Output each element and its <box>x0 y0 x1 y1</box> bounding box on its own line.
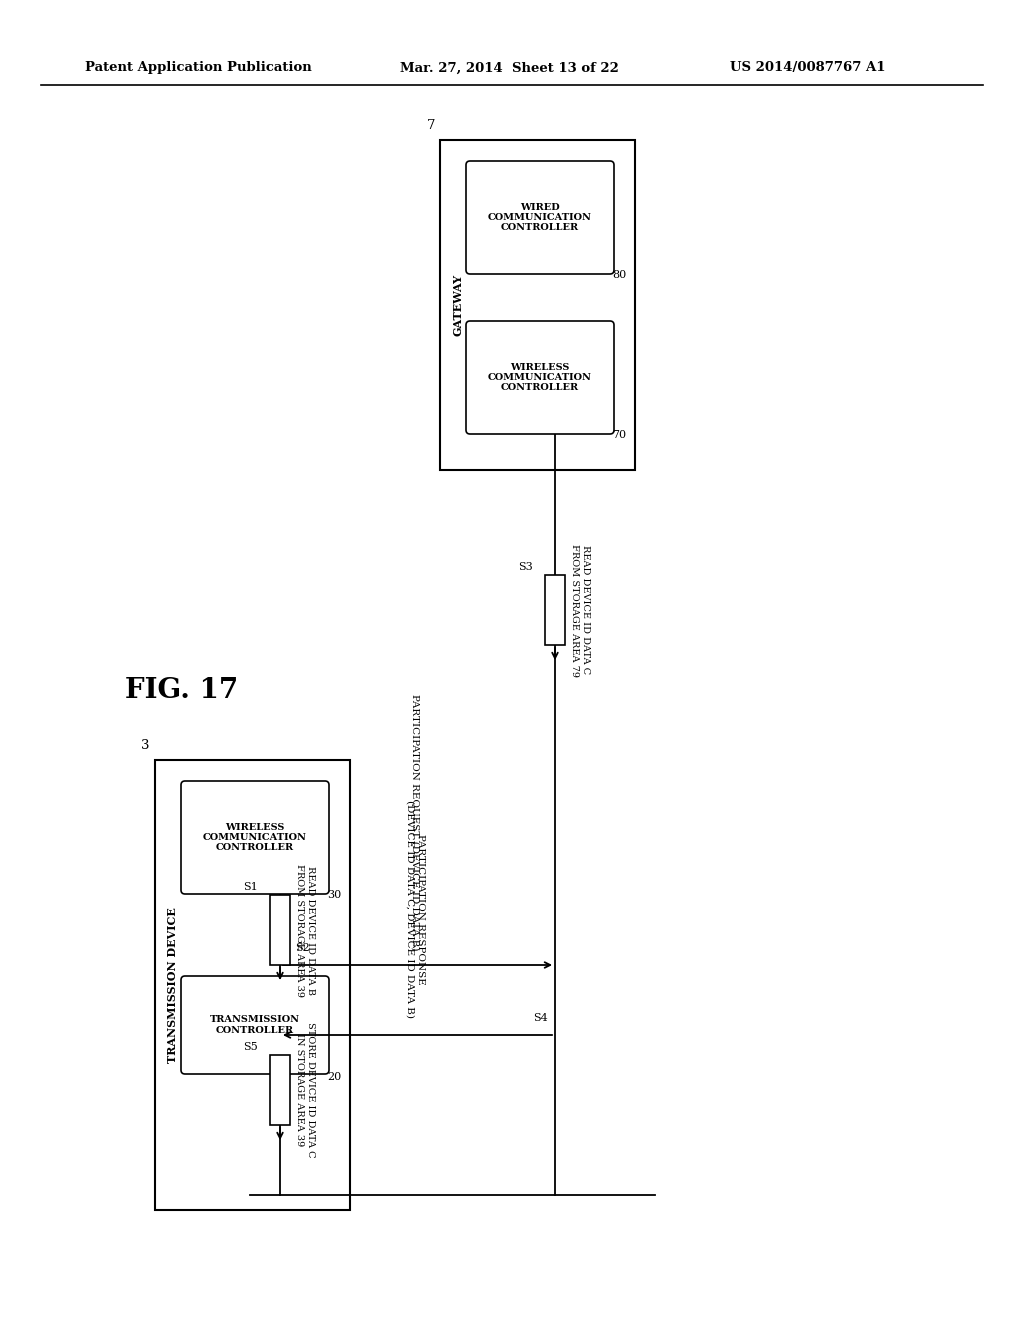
Text: READ DEVICE ID DATA C
FROM STORAGE AREA 79: READ DEVICE ID DATA C FROM STORAGE AREA … <box>570 544 590 676</box>
Text: GATEWAY: GATEWAY <box>453 275 464 337</box>
Bar <box>270 895 290 965</box>
Text: 70: 70 <box>612 430 626 440</box>
Text: STORE DEVICE ID DATA C
IN STORAGE AREA 39: STORE DEVICE ID DATA C IN STORAGE AREA 3… <box>295 1022 314 1158</box>
Text: S4: S4 <box>534 1012 548 1023</box>
Text: PARTICIPATION RESPONSE
(DEVICE ID DATA C, DEVICE ID DATA B): PARTICIPATION RESPONSE (DEVICE ID DATA C… <box>406 800 425 1018</box>
Text: READ DEVICE ID DATA B
FROM STORAGE AREA 39: READ DEVICE ID DATA B FROM STORAGE AREA … <box>295 863 314 997</box>
Text: US 2014/0087767 A1: US 2014/0087767 A1 <box>730 62 886 74</box>
Bar <box>155 760 350 1210</box>
Text: FIG. 17: FIG. 17 <box>125 676 239 704</box>
FancyBboxPatch shape <box>181 975 329 1074</box>
Bar <box>270 1055 290 1125</box>
Text: WIRELESS
COMMUNICATION
CONTROLLER: WIRELESS COMMUNICATION CONTROLLER <box>488 363 592 392</box>
Text: Patent Application Publication: Patent Application Publication <box>85 62 311 74</box>
Text: S5: S5 <box>244 1041 258 1052</box>
FancyBboxPatch shape <box>466 321 614 434</box>
Text: S3: S3 <box>518 562 534 572</box>
Text: S1: S1 <box>244 882 258 892</box>
Text: PARTICIPATION REQUEST (DEVICE ID DATA B): PARTICIPATION REQUEST (DEVICE ID DATA B) <box>411 693 420 950</box>
Text: 80: 80 <box>612 271 627 280</box>
Text: WIRELESS
COMMUNICATION
CONTROLLER: WIRELESS COMMUNICATION CONTROLLER <box>203 822 307 853</box>
Text: Mar. 27, 2014  Sheet 13 of 22: Mar. 27, 2014 Sheet 13 of 22 <box>400 62 618 74</box>
Text: WIRED
COMMUNICATION
CONTROLLER: WIRED COMMUNICATION CONTROLLER <box>488 202 592 232</box>
Text: 3: 3 <box>141 739 150 752</box>
Text: TRANSMISSION
CONTROLLER: TRANSMISSION CONTROLLER <box>210 1015 300 1035</box>
Bar <box>545 576 565 645</box>
Text: 7: 7 <box>427 119 435 132</box>
FancyBboxPatch shape <box>181 781 329 894</box>
Text: S2: S2 <box>295 942 309 953</box>
Text: TRANSMISSION DEVICE: TRANSMISSION DEVICE <box>168 907 178 1063</box>
Text: 20: 20 <box>327 1072 341 1082</box>
FancyBboxPatch shape <box>466 161 614 275</box>
Bar <box>440 140 635 470</box>
Text: 30: 30 <box>327 890 341 900</box>
